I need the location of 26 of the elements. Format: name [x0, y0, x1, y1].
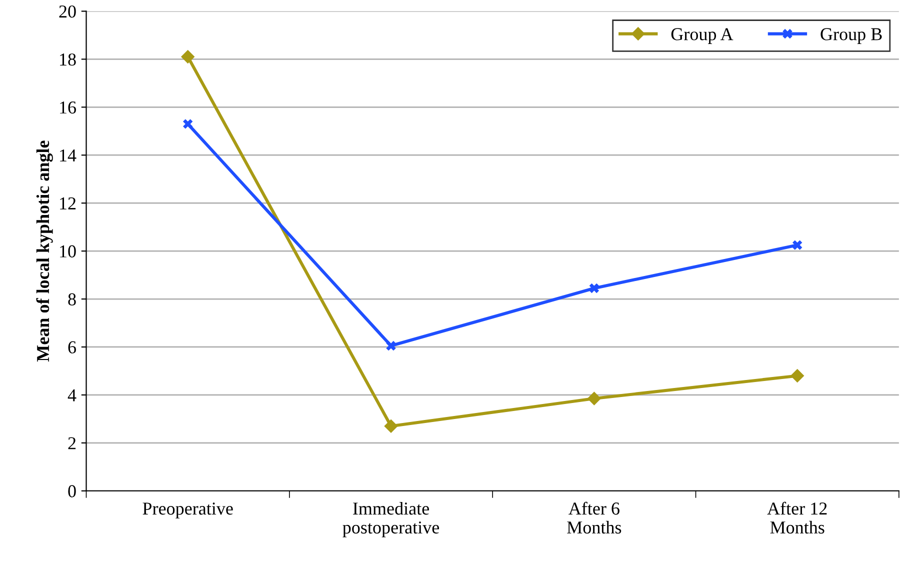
point	[589, 283, 600, 294]
point	[790, 368, 804, 383]
y-tick-label: 4	[68, 389, 76, 402]
y-tick-label: 18	[60, 53, 76, 66]
x-tick-label: After 12 Months	[767, 502, 827, 534]
point	[180, 50, 195, 64]
point	[792, 240, 802, 250]
y-tick-label: 20	[59, 5, 76, 18]
y-tick-label: 2	[68, 437, 76, 450]
legend-label: Group B	[820, 28, 882, 44]
y-tick-label: 10	[60, 245, 76, 258]
y-tick-label: 8	[68, 293, 76, 306]
y-axis-title: Mean of local kyphotic angle	[36, 140, 53, 362]
y-tick-label: 14	[60, 149, 76, 162]
point	[384, 419, 398, 433]
point	[587, 392, 602, 406]
legend-label: Group A	[671, 28, 734, 44]
point	[182, 119, 193, 129]
x-tick-label: After 6 Months	[567, 502, 622, 534]
y-tick-label: 6	[68, 341, 76, 354]
point	[386, 340, 396, 351]
y-tick-label: 0	[68, 485, 76, 498]
x-tick-label: Immediate postoperative	[342, 502, 440, 538]
y-tick-label: 12	[60, 197, 76, 210]
x-tick-label: Preoperative	[142, 502, 233, 518]
y-tick-label: 16	[60, 101, 76, 114]
